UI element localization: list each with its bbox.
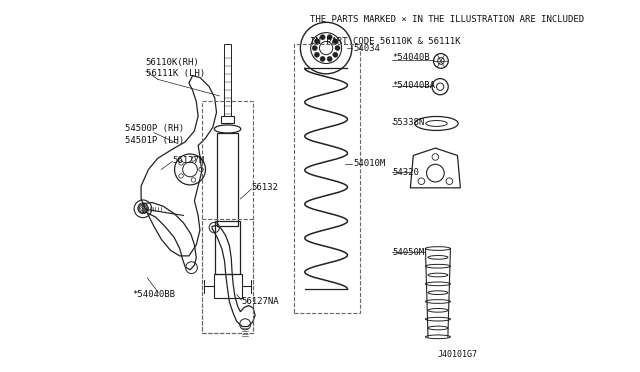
Text: *54040B: *54040B [392, 53, 430, 62]
Text: 54050M: 54050M [392, 248, 424, 257]
Text: 55338N: 55338N [392, 118, 424, 127]
Circle shape [333, 52, 338, 57]
Bar [221, 116, 234, 123]
Circle shape [335, 45, 340, 51]
Text: 54500P (RH)
54501P (LH): 54500P (RH) 54501P (LH) [125, 125, 184, 145]
Bar [224, 44, 231, 116]
Text: 54010M: 54010M [353, 160, 385, 169]
Circle shape [327, 35, 332, 40]
Circle shape [333, 39, 338, 44]
Circle shape [320, 56, 325, 61]
Text: 56132: 56132 [252, 183, 278, 192]
Text: *54040BA: *54040BA [392, 81, 435, 90]
Bar [217, 133, 238, 227]
Text: *54040BB: *54040BB [132, 290, 175, 299]
Bar [215, 221, 240, 274]
Circle shape [312, 45, 317, 51]
Bar [214, 274, 241, 298]
Text: 56127NA: 56127NA [241, 297, 279, 307]
Circle shape [320, 35, 325, 40]
Text: 54320: 54320 [392, 167, 419, 177]
Text: 56110K(RH)
56111K (LH): 56110K(RH) 56111K (LH) [146, 58, 205, 78]
Text: 54034: 54034 [353, 44, 380, 52]
Text: THE PARTS MARKED × IN THE ILLUSTRATION ARE INCLUDED: THE PARTS MARKED × IN THE ILLUSTRATION A… [310, 15, 584, 24]
Text: 56127N: 56127N [172, 156, 205, 165]
Text: J40101G7: J40101G7 [438, 350, 477, 359]
Circle shape [314, 39, 319, 44]
Circle shape [327, 56, 332, 61]
Text: IN PART CODE 56110K & 56111K: IN PART CODE 56110K & 56111K [310, 37, 461, 46]
Circle shape [314, 52, 319, 57]
